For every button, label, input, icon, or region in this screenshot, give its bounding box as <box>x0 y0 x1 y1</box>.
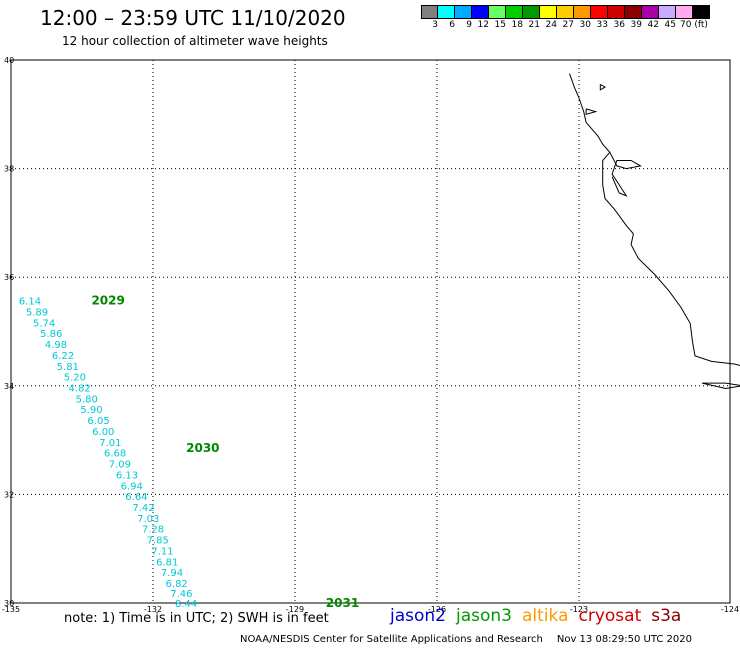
wave-height-label: 8.44 <box>175 599 197 610</box>
color-swatch <box>625 5 642 19</box>
wave-height-label: 6.82 <box>166 579 188 590</box>
color-scale-label: 21 <box>528 20 540 30</box>
longitude-tick-label: -126 <box>428 605 446 614</box>
color-swatch <box>455 5 472 19</box>
wave-height-label: 5.89 <box>26 307 48 318</box>
wave-height-label: 6.68 <box>104 449 126 460</box>
latitude-tick-label: 38 <box>4 165 14 174</box>
wave-height-label: 5.86 <box>40 329 62 340</box>
latitude-tick-label: 36 <box>4 273 14 282</box>
color-scale-label: 70 (ft) <box>680 20 708 30</box>
page-subtitle: 12 hour collection of altimeter wave hei… <box>62 34 328 48</box>
color-scale-label: 30 <box>579 20 591 30</box>
wave-height-label: 4.98 <box>45 340 67 351</box>
satellite-label-jason3: jason3 <box>456 606 512 626</box>
color-swatch <box>506 5 523 19</box>
color-scale-label: 12 <box>477 20 489 30</box>
longitude-tick-label: -123 <box>570 605 588 614</box>
color-scale-labels: 3 6 9 12 15 18 21 24 27 30 33 36 39 42 45 70 (ft) <box>421 20 710 30</box>
wave-height-label: 4.82 <box>69 384 91 395</box>
wave-height-label: 6.00 <box>92 427 114 438</box>
generated-timestamp: Nov 13 08:29:50 UTC 2020 <box>556 634 693 645</box>
color-swatch <box>693 5 710 19</box>
map-frame <box>10 59 731 604</box>
pass-time-label: 2031 <box>326 596 359 610</box>
color-scale-swatches <box>421 5 710 19</box>
wave-height-label: 7.42 <box>132 503 154 514</box>
satellite-label-s3a: s3a <box>651 606 682 626</box>
color-scale-label: 9 <box>466 20 472 30</box>
lake-outline <box>585 108 598 115</box>
wave-height-label: 6.22 <box>52 351 74 362</box>
wave-height-label: 6.13 <box>116 470 138 481</box>
wave-height-label: 7.28 <box>142 525 164 536</box>
longitude-tick-label: -135 <box>2 605 20 614</box>
wave-height-label: 5.74 <box>33 318 55 329</box>
color-scale-label: 33 <box>596 20 608 30</box>
color-swatch <box>472 5 489 19</box>
color-swatch <box>608 5 625 19</box>
color-scale-label: 24 <box>545 20 557 30</box>
color-scale-label: 6 <box>449 20 455 30</box>
color-scale-label: 42 <box>647 20 659 30</box>
pass-time-label: 2030 <box>186 441 219 455</box>
color-scale-label: 15 <box>494 20 506 30</box>
wave-height-label: 7.85 <box>147 536 169 547</box>
wave-height-label: 7.09 <box>109 460 131 471</box>
longitude-tick-label: -129 <box>286 605 304 614</box>
wave-height-label: 6.94 <box>121 481 143 492</box>
credit-text: NOAA/NESDIS Center for Satellite Applica… <box>240 634 543 645</box>
island-outline <box>701 382 740 390</box>
color-swatch <box>642 5 659 19</box>
coastline <box>569 73 740 366</box>
wave-height-label: 7.03 <box>137 514 159 525</box>
wave-height-label: 7.01 <box>99 438 121 449</box>
lake-outline <box>599 83 606 91</box>
wave-height-label: 5.80 <box>76 394 98 405</box>
satellite-legend: jason2 jason3 altika cryosat s3a <box>390 606 691 626</box>
wave-height-label: 7.94 <box>161 568 183 579</box>
wave-height-label: 7.11 <box>151 546 173 557</box>
wave-height-label: 5.81 <box>57 362 79 373</box>
longitude-tick-label: -124 <box>721 605 739 614</box>
color-swatch <box>523 5 540 19</box>
wave-height-label: 6.64 <box>125 492 147 503</box>
color-swatch <box>489 5 506 19</box>
color-swatch <box>659 5 676 19</box>
wave-height-label: 5.20 <box>64 373 86 384</box>
wave-height-label: 7.46 <box>170 589 192 600</box>
satellite-label-jason2: jason2 <box>390 606 446 626</box>
credit-line: NOAA/NESDIS Center for Satellite Applica… <box>240 634 692 645</box>
latitude-tick-label: 40 <box>4 56 14 65</box>
color-scale-label: 18 <box>511 20 523 30</box>
wave-height-label: 6.05 <box>87 416 109 427</box>
latitude-tick-label: 30 <box>4 599 14 608</box>
color-swatch <box>574 5 591 19</box>
satellite-label-cryosat: cryosat <box>578 606 642 626</box>
color-scale-label: 36 <box>613 20 625 30</box>
color-swatch <box>540 5 557 19</box>
wave-height-label: 6.81 <box>156 557 178 568</box>
satellite-label-altika: altika <box>522 606 569 626</box>
color-swatch <box>557 5 574 19</box>
pass-time-label: 2029 <box>91 294 124 308</box>
latitude-tick-label: 34 <box>4 382 14 391</box>
color-swatch <box>421 5 438 19</box>
color-scale-label: 39 <box>630 20 642 30</box>
color-swatch <box>591 5 608 19</box>
color-scale-label: 45 <box>664 20 676 30</box>
color-swatch <box>676 5 693 19</box>
wave-height-label: 5.90 <box>80 405 102 416</box>
footer-note: note: 1) Time is in UTC; 2) SWH is in fe… <box>64 611 329 626</box>
color-swatch <box>438 5 455 19</box>
page-title: 12:00 – 23:59 UTC 11/10/2020 <box>40 6 346 30</box>
color-scale-label: 3 <box>432 20 438 30</box>
latitude-tick-label: 32 <box>4 490 14 499</box>
color-scale-label: 27 <box>562 20 574 30</box>
wave-height-label: 6.14 <box>19 297 41 308</box>
longitude-tick-label: -132 <box>144 605 162 614</box>
color-scale-legend: 3 6 9 12 15 18 21 24 27 30 33 36 39 42 45 70 (ft) <box>421 5 710 30</box>
bay-outline <box>609 152 642 197</box>
